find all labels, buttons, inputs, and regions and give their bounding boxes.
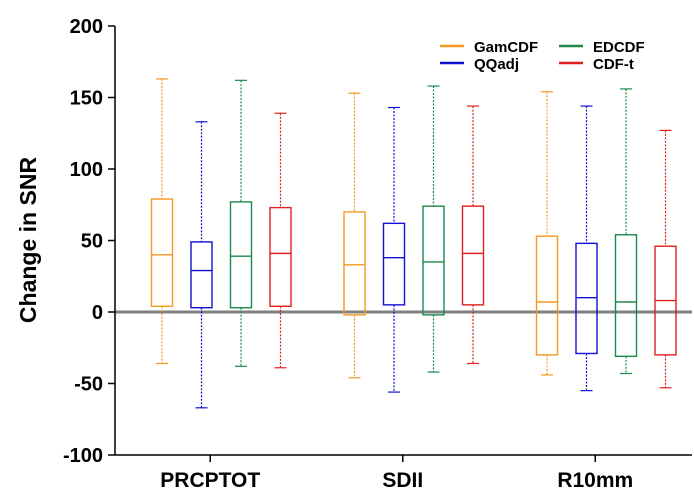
box-cdf-t-sdii: [461, 105, 485, 365]
box-qqadj-sdii: [382, 106, 406, 393]
box-edcdf-prcptot: [229, 79, 253, 367]
y-tick-label: 50: [81, 231, 103, 253]
box-iqr: [190, 241, 213, 309]
box-gamcdf-r10mm: [535, 91, 559, 376]
box-iqr: [461, 205, 485, 306]
legend-label: QQadj: [474, 56, 519, 73]
legend-item-edcdf: EDCDF: [559, 39, 645, 56]
legend-item-qqadj: QQadj: [440, 56, 519, 73]
y-tick-label: 150: [70, 88, 103, 110]
box-edcdf-sdii: [422, 85, 445, 373]
box-iqr: [269, 206, 292, 307]
y-tick-label: -50: [74, 374, 103, 396]
box-edcdf-r10mm: [614, 88, 638, 375]
box-gamcdf-sdii: [343, 92, 366, 379]
legend-label: EDCDF: [593, 39, 645, 56]
box-gamcdf-prcptot: [150, 78, 174, 365]
x-tick-label: R10mm: [557, 469, 633, 491]
x-tick-label: SDII: [382, 469, 423, 491]
x-tick-label: PRCPTOT: [160, 469, 260, 491]
box-iqr: [150, 198, 174, 307]
box-iqr: [422, 205, 445, 316]
y-tick-label: 200: [70, 16, 103, 38]
box-qqadj-r10mm: [575, 105, 598, 392]
box-cdf-t-prcptot: [269, 112, 292, 369]
legend-label: GamCDF: [474, 39, 538, 56]
legend-label: CDF-t: [593, 56, 634, 73]
box-cdf-t-r10mm: [654, 129, 677, 389]
box-iqr: [382, 222, 406, 306]
box-iqr: [614, 234, 638, 358]
box-iqr: [535, 235, 559, 356]
y-tick-label: 100: [70, 159, 103, 181]
y-tick-label: 0: [92, 302, 103, 324]
y-tick-label: -100: [63, 445, 103, 467]
box-iqr: [229, 201, 253, 309]
y-axis-label: Change in SNR: [15, 157, 41, 324]
legend-item-cdf-t: CDF-t: [559, 56, 634, 73]
box-qqadj-prcptot: [190, 121, 213, 409]
box-iqr: [343, 211, 366, 316]
legend-item-gamcdf: GamCDF: [440, 39, 538, 56]
box-iqr: [575, 242, 598, 355]
